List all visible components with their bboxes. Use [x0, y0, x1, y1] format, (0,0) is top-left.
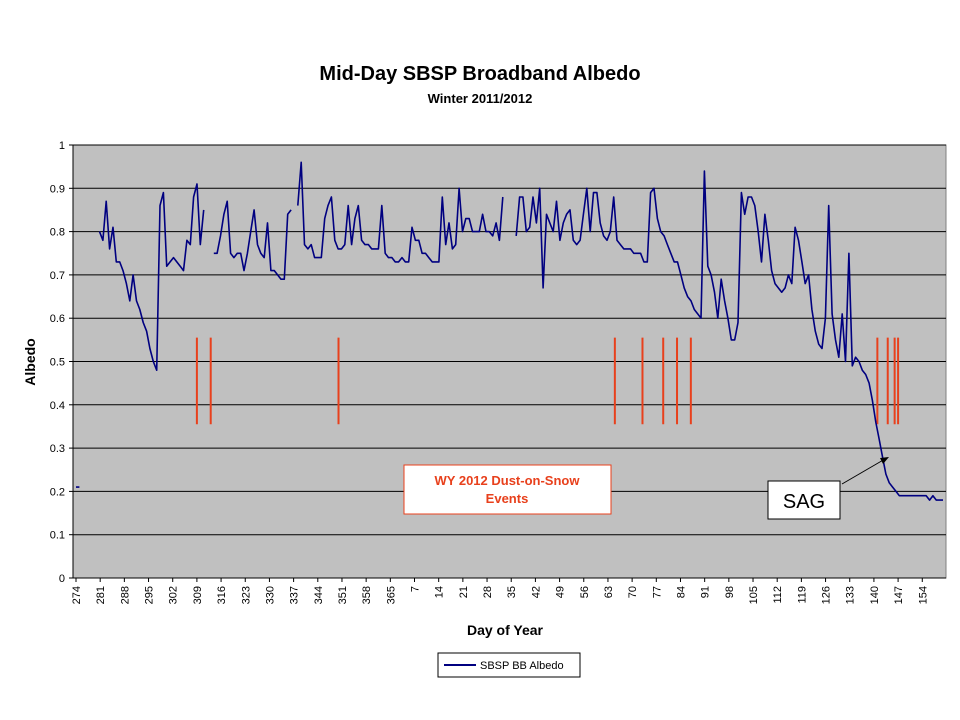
y-axis-ticks: 0 0.1 0.2 0.3 0.4 0.5 0.6 0.7 0.8 0.9 1	[50, 140, 73, 585]
chart-title: Mid-Day SBSP Broadband Albedo	[319, 63, 640, 85]
x-tick-label: 281	[95, 586, 107, 604]
x-tick-label: 140	[869, 586, 881, 604]
x-tick-label: 351	[337, 586, 349, 604]
y-tick-label: 0.8	[50, 227, 65, 239]
x-tick-label: 7	[410, 586, 422, 592]
x-tick-label: 344	[313, 586, 325, 604]
chart-subtitle: Winter 2011/2012	[428, 91, 533, 106]
x-tick-label: 112	[772, 586, 784, 604]
x-tick-label: 70	[627, 586, 639, 598]
x-tick-label: 119	[796, 586, 808, 604]
x-tick-label: 295	[144, 586, 156, 604]
x-tick-label: 35	[506, 586, 518, 598]
gridlines	[73, 144, 946, 536]
y-tick-label: 0.4	[50, 400, 65, 412]
dust-note-box: WY 2012 Dust-on-Snow Events	[403, 464, 612, 515]
x-tick-label: 365	[385, 586, 397, 604]
x-tick-label: 126	[821, 586, 833, 604]
x-tick-label: 358	[361, 586, 373, 604]
legend-label: SBSP BB Albedo	[480, 660, 564, 672]
y-tick-label: 0.3	[50, 443, 65, 455]
y-tick-label: 1	[59, 140, 65, 152]
x-tick-label: 84	[675, 586, 687, 598]
x-tick-label: 147	[893, 586, 905, 604]
x-tick-label: 42	[530, 586, 542, 598]
series-line-albedo	[76, 161, 943, 501]
sag-callout: SAG	[767, 457, 889, 520]
y-tick-label: 0.2	[50, 486, 65, 498]
x-tick-label: 91	[700, 586, 712, 598]
dust-note-line1: WY 2012 Dust-on-Snow	[435, 473, 581, 488]
y-tick-label: 0.1	[50, 530, 65, 542]
x-tick-label: 154	[917, 586, 929, 604]
x-tick-label: 49	[555, 586, 567, 598]
x-tick-label: 56	[579, 586, 591, 598]
y-axis-title: Albedo	[22, 338, 38, 385]
y-tick-label: 0.9	[50, 183, 65, 195]
x-tick-label: 337	[289, 586, 301, 604]
x-tick-label: 77	[651, 586, 663, 598]
x-tick-label: 323	[240, 586, 252, 604]
y-tick-label: 0.6	[50, 313, 65, 325]
sag-arrow	[841, 458, 886, 485]
x-tick-label: 288	[119, 586, 131, 604]
x-axis-title: Day of Year	[467, 622, 544, 638]
dust-note-line2: Events	[486, 491, 529, 506]
x-tick-label: 274	[71, 586, 83, 604]
sag-arrowhead	[880, 457, 889, 464]
x-tick-label: 133	[845, 586, 857, 604]
x-tick-label: 63	[603, 586, 615, 598]
x-axis-ticks: 274 281 288 295 302 309 316 323 330 337 344 351 358 3…	[71, 578, 929, 604]
x-tick-label: 309	[192, 586, 204, 604]
x-tick-label: 316	[216, 586, 228, 604]
x-tick-label: 105	[748, 586, 760, 604]
y-tick-label: 0.7	[50, 270, 65, 282]
x-tick-label: 330	[264, 586, 276, 604]
x-tick-label: 14	[434, 586, 446, 598]
dust-event-markers	[195, 337, 900, 425]
x-tick-label: 21	[458, 586, 470, 598]
sag-label: SAG	[783, 491, 825, 513]
y-tick-label: 0.5	[50, 357, 65, 369]
legend: SBSP BB Albedo	[437, 652, 581, 678]
x-tick-label: 28	[482, 586, 494, 598]
x-tick-label: 98	[724, 586, 736, 598]
y-tick-label: 0	[59, 573, 65, 585]
x-tick-label: 302	[168, 586, 180, 604]
